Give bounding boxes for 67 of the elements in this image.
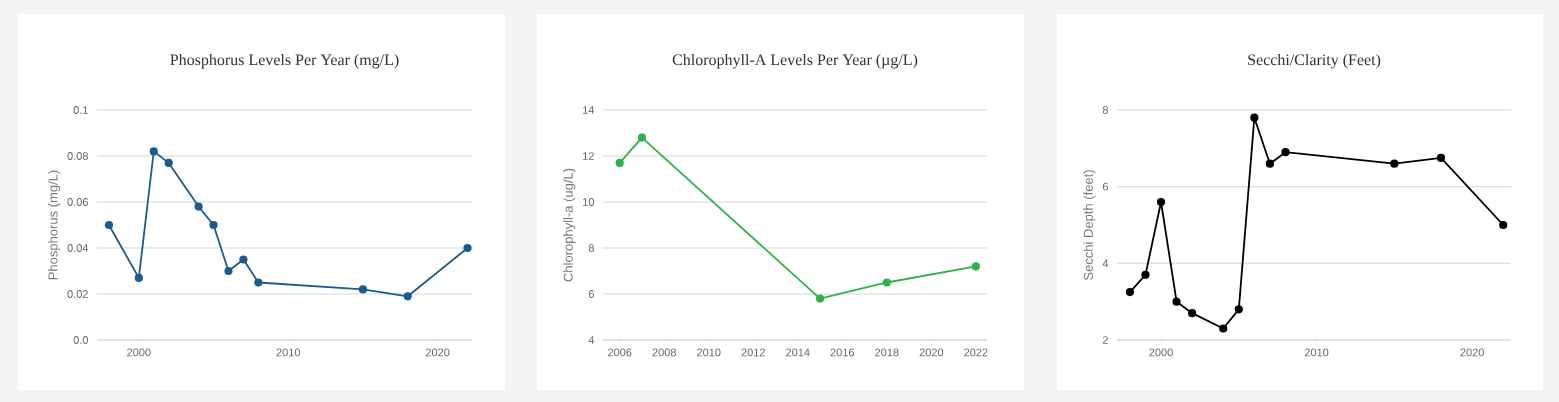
x-tick-label: 2020	[919, 348, 944, 357]
y-tick-label: 4	[588, 336, 595, 344]
x-tick-label: 2000	[127, 348, 151, 357]
x-tick-label: 2010	[697, 348, 721, 357]
y-axis-title: Phosphorus (mg/L)	[48, 170, 61, 280]
y-tick-label: 10	[583, 198, 595, 206]
x-tick-label: 2006	[608, 348, 632, 357]
point	[1250, 113, 1259, 122]
point	[164, 158, 173, 167]
x-tick-label: 2010	[1304, 348, 1329, 357]
x-tick-label: 2010	[276, 348, 301, 357]
x-tick-label: 2012	[741, 348, 765, 357]
point	[209, 220, 218, 230]
y-tick-label: 4	[1102, 259, 1109, 268]
point	[1125, 287, 1135, 297]
x-tick-label: 2008	[652, 348, 676, 357]
y-tick-label: 0.1	[73, 106, 88, 114]
point	[1265, 159, 1275, 168]
chart-title: Chlorophyll-A Levels Per Year (µg/L)	[672, 53, 918, 69]
x-tick-label: 2020	[1460, 348, 1484, 357]
y-tick-label: 0.02	[67, 290, 88, 298]
point	[971, 262, 980, 271]
x-tick-label: 2020	[425, 348, 450, 357]
point	[615, 158, 624, 167]
point	[254, 278, 263, 287]
point	[224, 266, 233, 276]
point	[134, 273, 143, 282]
point	[1499, 220, 1508, 230]
x-tick-label: 2022	[964, 348, 988, 357]
y-axis-title: Chlorophyll-a (ug/L)	[563, 168, 576, 282]
point	[1219, 324, 1228, 333]
y-tick-label: 8	[1102, 106, 1108, 114]
point	[1281, 148, 1290, 157]
y-axis-title: Secchi Depth (feet)	[1083, 170, 1096, 281]
chart-title: Phosphorus Levels Per Year (mg/L)	[170, 53, 399, 69]
point	[1141, 270, 1150, 279]
point	[463, 243, 472, 253]
point	[239, 255, 248, 264]
point	[149, 147, 158, 156]
x-tick-label: 2000	[1149, 348, 1173, 357]
y-tick-label: 8	[588, 244, 594, 252]
point	[1234, 305, 1243, 314]
point	[194, 202, 203, 211]
point	[1188, 309, 1197, 318]
y-tick-label: 6	[1102, 182, 1108, 191]
y-tick-label: 12	[583, 152, 594, 160]
x-tick-label: 2016	[830, 348, 855, 357]
y-tick-label: 14	[583, 106, 595, 114]
point	[403, 292, 412, 301]
chart-title: Secchi/Clarity (Feet)	[1248, 53, 1381, 69]
y-tick-label: 0.04	[67, 244, 89, 252]
y-tick-label: 2	[1102, 336, 1108, 344]
point	[1436, 153, 1446, 163]
y-tick-label: 0.08	[67, 152, 88, 160]
x-tick-label: 2018	[875, 348, 899, 357]
point	[1390, 159, 1399, 168]
y-tick-label: 0.0	[73, 336, 89, 344]
x-tick-label: 2014	[786, 348, 810, 357]
y-tick-label: 0.06	[67, 198, 88, 206]
y-tick-label: 6	[588, 290, 594, 298]
point	[358, 285, 368, 294]
point	[637, 133, 647, 142]
point	[104, 220, 114, 230]
point	[815, 294, 825, 303]
point	[1156, 197, 1166, 207]
point	[1172, 297, 1181, 306]
point	[882, 278, 891, 287]
